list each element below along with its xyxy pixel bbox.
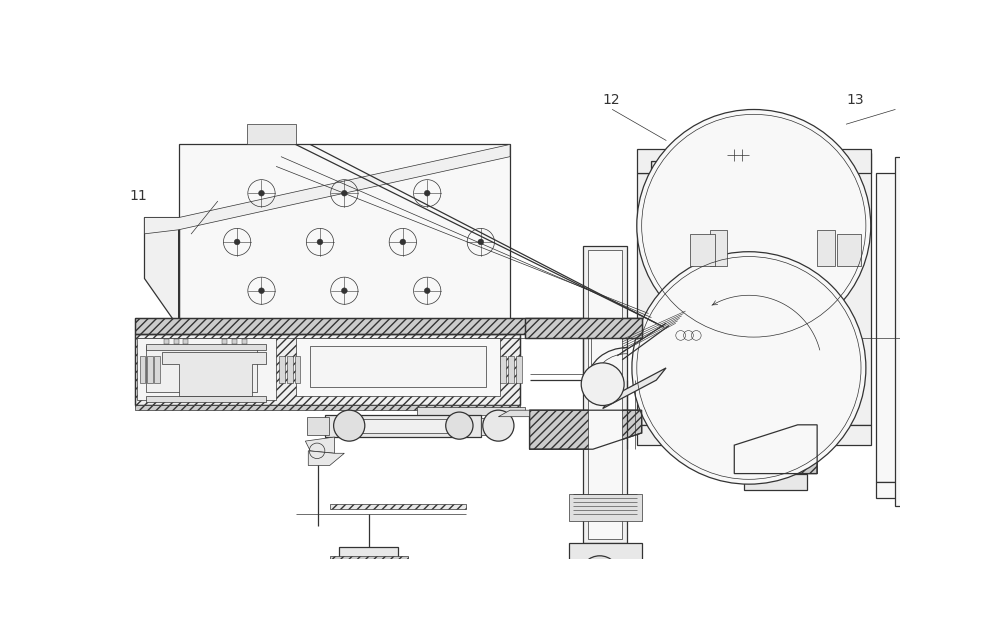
Circle shape — [259, 190, 264, 196]
Bar — [330, 556, 408, 563]
Text: 11: 11 — [130, 188, 148, 203]
Circle shape — [483, 410, 514, 441]
Circle shape — [400, 239, 406, 245]
Bar — [690, 234, 715, 266]
Polygon shape — [144, 217, 179, 327]
Polygon shape — [146, 396, 266, 402]
Bar — [339, 547, 398, 559]
Polygon shape — [734, 425, 817, 474]
Circle shape — [478, 239, 484, 245]
Bar — [876, 173, 900, 482]
Bar — [569, 543, 642, 563]
Bar — [146, 346, 257, 392]
Polygon shape — [498, 410, 530, 417]
Polygon shape — [637, 148, 871, 173]
Circle shape — [341, 288, 347, 294]
Bar — [232, 340, 237, 344]
Polygon shape — [146, 344, 266, 350]
Bar — [710, 230, 727, 266]
Bar — [164, 340, 169, 344]
Bar — [500, 355, 506, 382]
Bar — [147, 355, 153, 382]
Circle shape — [424, 288, 430, 294]
Bar — [295, 355, 300, 382]
Bar — [583, 246, 627, 543]
Polygon shape — [637, 153, 725, 425]
Bar — [744, 474, 807, 490]
Circle shape — [259, 288, 264, 294]
Circle shape — [424, 190, 430, 196]
Bar — [135, 334, 520, 404]
Text: 12: 12 — [603, 93, 620, 107]
Bar — [154, 355, 160, 382]
Text: 13: 13 — [846, 93, 864, 107]
Bar — [222, 340, 227, 344]
Polygon shape — [530, 410, 642, 449]
Bar — [876, 482, 905, 498]
Polygon shape — [144, 217, 179, 327]
Circle shape — [581, 363, 624, 406]
Bar — [137, 338, 276, 401]
Polygon shape — [144, 144, 510, 234]
Bar — [135, 404, 520, 410]
Bar — [183, 340, 188, 344]
Circle shape — [580, 556, 619, 595]
Bar — [242, 340, 247, 344]
Polygon shape — [637, 425, 871, 445]
Bar — [481, 418, 500, 435]
Bar — [247, 124, 296, 144]
Polygon shape — [803, 153, 871, 425]
Bar — [525, 318, 642, 338]
Bar — [588, 250, 622, 539]
Bar — [135, 318, 642, 334]
Bar — [296, 338, 500, 396]
Bar — [569, 494, 642, 521]
Bar — [279, 355, 285, 382]
Circle shape — [334, 410, 365, 441]
Bar — [895, 156, 1000, 506]
Circle shape — [341, 190, 347, 196]
Circle shape — [317, 239, 323, 245]
Bar — [817, 230, 835, 266]
Bar — [516, 355, 522, 382]
Bar — [310, 346, 486, 387]
Circle shape — [632, 252, 866, 484]
Polygon shape — [305, 437, 335, 453]
Bar — [287, 355, 293, 382]
Bar — [135, 334, 520, 404]
Bar — [174, 340, 179, 344]
Polygon shape — [308, 451, 344, 465]
Bar — [525, 318, 642, 338]
Polygon shape — [330, 504, 466, 509]
Bar — [179, 144, 510, 327]
Bar — [344, 419, 461, 433]
Circle shape — [234, 239, 240, 245]
Circle shape — [637, 109, 871, 342]
Bar — [325, 415, 481, 437]
Polygon shape — [162, 352, 266, 396]
Bar — [508, 355, 514, 382]
Bar — [135, 318, 642, 334]
Bar — [307, 417, 329, 435]
Bar — [417, 407, 525, 415]
Polygon shape — [603, 368, 666, 409]
Bar — [837, 234, 861, 266]
Circle shape — [446, 412, 473, 439]
Bar — [140, 355, 145, 382]
